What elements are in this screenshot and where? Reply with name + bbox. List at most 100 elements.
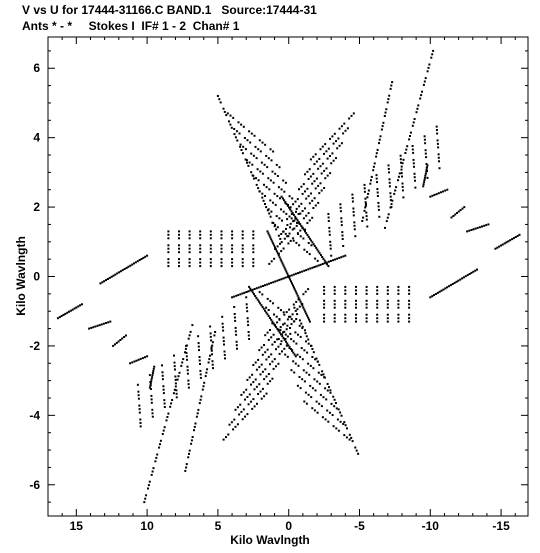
uv-point bbox=[330, 162, 333, 165]
uv-point bbox=[109, 320, 112, 323]
uv-point bbox=[420, 94, 423, 97]
uv-point bbox=[269, 300, 272, 303]
uv-point bbox=[318, 158, 321, 160]
uv-point bbox=[246, 378, 249, 381]
uv-point bbox=[283, 190, 286, 193]
uv-point bbox=[147, 484, 150, 487]
uv-point bbox=[100, 323, 103, 326]
uv-point bbox=[423, 135, 426, 138]
uv-point bbox=[311, 356, 314, 358]
uv-point bbox=[294, 309, 297, 312]
uv-point bbox=[344, 313, 347, 316]
uv-point bbox=[339, 203, 342, 206]
uv-point bbox=[344, 320, 347, 323]
uv-point bbox=[296, 219, 299, 222]
uv-point bbox=[68, 310, 70, 313]
uv-point bbox=[362, 216, 365, 219]
uv-point bbox=[401, 185, 404, 188]
uv-point bbox=[150, 473, 153, 476]
uv-point bbox=[289, 332, 292, 335]
uv-point bbox=[321, 370, 324, 373]
uv-point bbox=[364, 201, 367, 204]
uv-point bbox=[112, 274, 115, 277]
uv-point bbox=[344, 289, 347, 292]
uv-point bbox=[189, 330, 192, 333]
uv-point bbox=[437, 153, 440, 156]
uv-point bbox=[117, 340, 120, 343]
uv-point bbox=[194, 422, 197, 425]
uv-point bbox=[440, 289, 443, 292]
uv-point bbox=[259, 285, 262, 288]
uv-point bbox=[299, 335, 302, 338]
uv-point bbox=[292, 286, 295, 289]
uv-point bbox=[306, 351, 309, 354]
uv-point bbox=[162, 429, 165, 432]
uv-point bbox=[144, 255, 147, 258]
uv-point bbox=[461, 207, 464, 210]
uv-point bbox=[295, 207, 298, 210]
uv-point bbox=[284, 201, 287, 204]
uv-point bbox=[290, 213, 293, 215]
uv-point bbox=[209, 261, 212, 264]
uv-point bbox=[257, 300, 260, 303]
uv-point bbox=[304, 173, 306, 176]
uv-point bbox=[289, 348, 292, 350]
uv-point bbox=[103, 280, 106, 283]
uv-point bbox=[267, 177, 270, 180]
uv-point bbox=[336, 418, 339, 421]
uv-point bbox=[282, 264, 285, 267]
uv-point bbox=[288, 206, 290, 209]
uv-point bbox=[139, 357, 142, 360]
uv-point bbox=[209, 251, 212, 254]
uv-point bbox=[313, 409, 316, 412]
uv-point bbox=[284, 338, 287, 340]
data-points bbox=[56, 49, 521, 504]
uv-point bbox=[386, 299, 389, 302]
uv-point bbox=[295, 300, 298, 303]
uv-point bbox=[283, 347, 286, 350]
uv-point bbox=[327, 220, 330, 222]
uv-point bbox=[423, 179, 426, 181]
uv-point bbox=[151, 412, 154, 415]
uv-point bbox=[376, 317, 379, 320]
uv-point bbox=[283, 266, 286, 269]
uv-point bbox=[281, 197, 284, 200]
uv-point bbox=[220, 251, 223, 254]
uv-point bbox=[316, 248, 319, 251]
uv-point bbox=[317, 264, 320, 267]
uv-point bbox=[116, 272, 119, 275]
uv-point bbox=[301, 270, 304, 273]
uv-point bbox=[295, 292, 298, 295]
uv-point bbox=[240, 393, 243, 396]
uv-point bbox=[276, 226, 279, 229]
uv-point bbox=[256, 298, 259, 301]
uv-point bbox=[457, 279, 460, 282]
uv-point bbox=[235, 340, 238, 343]
uv-point bbox=[301, 378, 304, 381]
uv-point bbox=[235, 130, 238, 133]
uv-point bbox=[241, 152, 244, 155]
uv-point bbox=[209, 265, 212, 268]
uv-point bbox=[288, 232, 291, 235]
uv-point bbox=[269, 380, 272, 383]
uv-point bbox=[431, 194, 434, 197]
uv-point bbox=[137, 397, 140, 400]
uv-point bbox=[233, 295, 236, 298]
uv-point bbox=[355, 306, 357, 309]
uv-point bbox=[341, 238, 344, 240]
uv-point bbox=[245, 306, 248, 309]
uv-point bbox=[282, 331, 285, 334]
uv-point bbox=[303, 349, 306, 352]
uv-point bbox=[283, 237, 286, 240]
uv-point bbox=[286, 224, 289, 226]
uv-point bbox=[315, 265, 318, 268]
uv-point bbox=[514, 236, 517, 238]
uv-point bbox=[388, 171, 390, 174]
uv-point bbox=[470, 271, 473, 274]
uv-point bbox=[453, 281, 456, 284]
uv-point bbox=[306, 250, 309, 253]
uv-point bbox=[365, 299, 368, 302]
uv-point bbox=[242, 125, 245, 128]
uv-point bbox=[329, 247, 332, 250]
uv-point bbox=[340, 217, 343, 220]
